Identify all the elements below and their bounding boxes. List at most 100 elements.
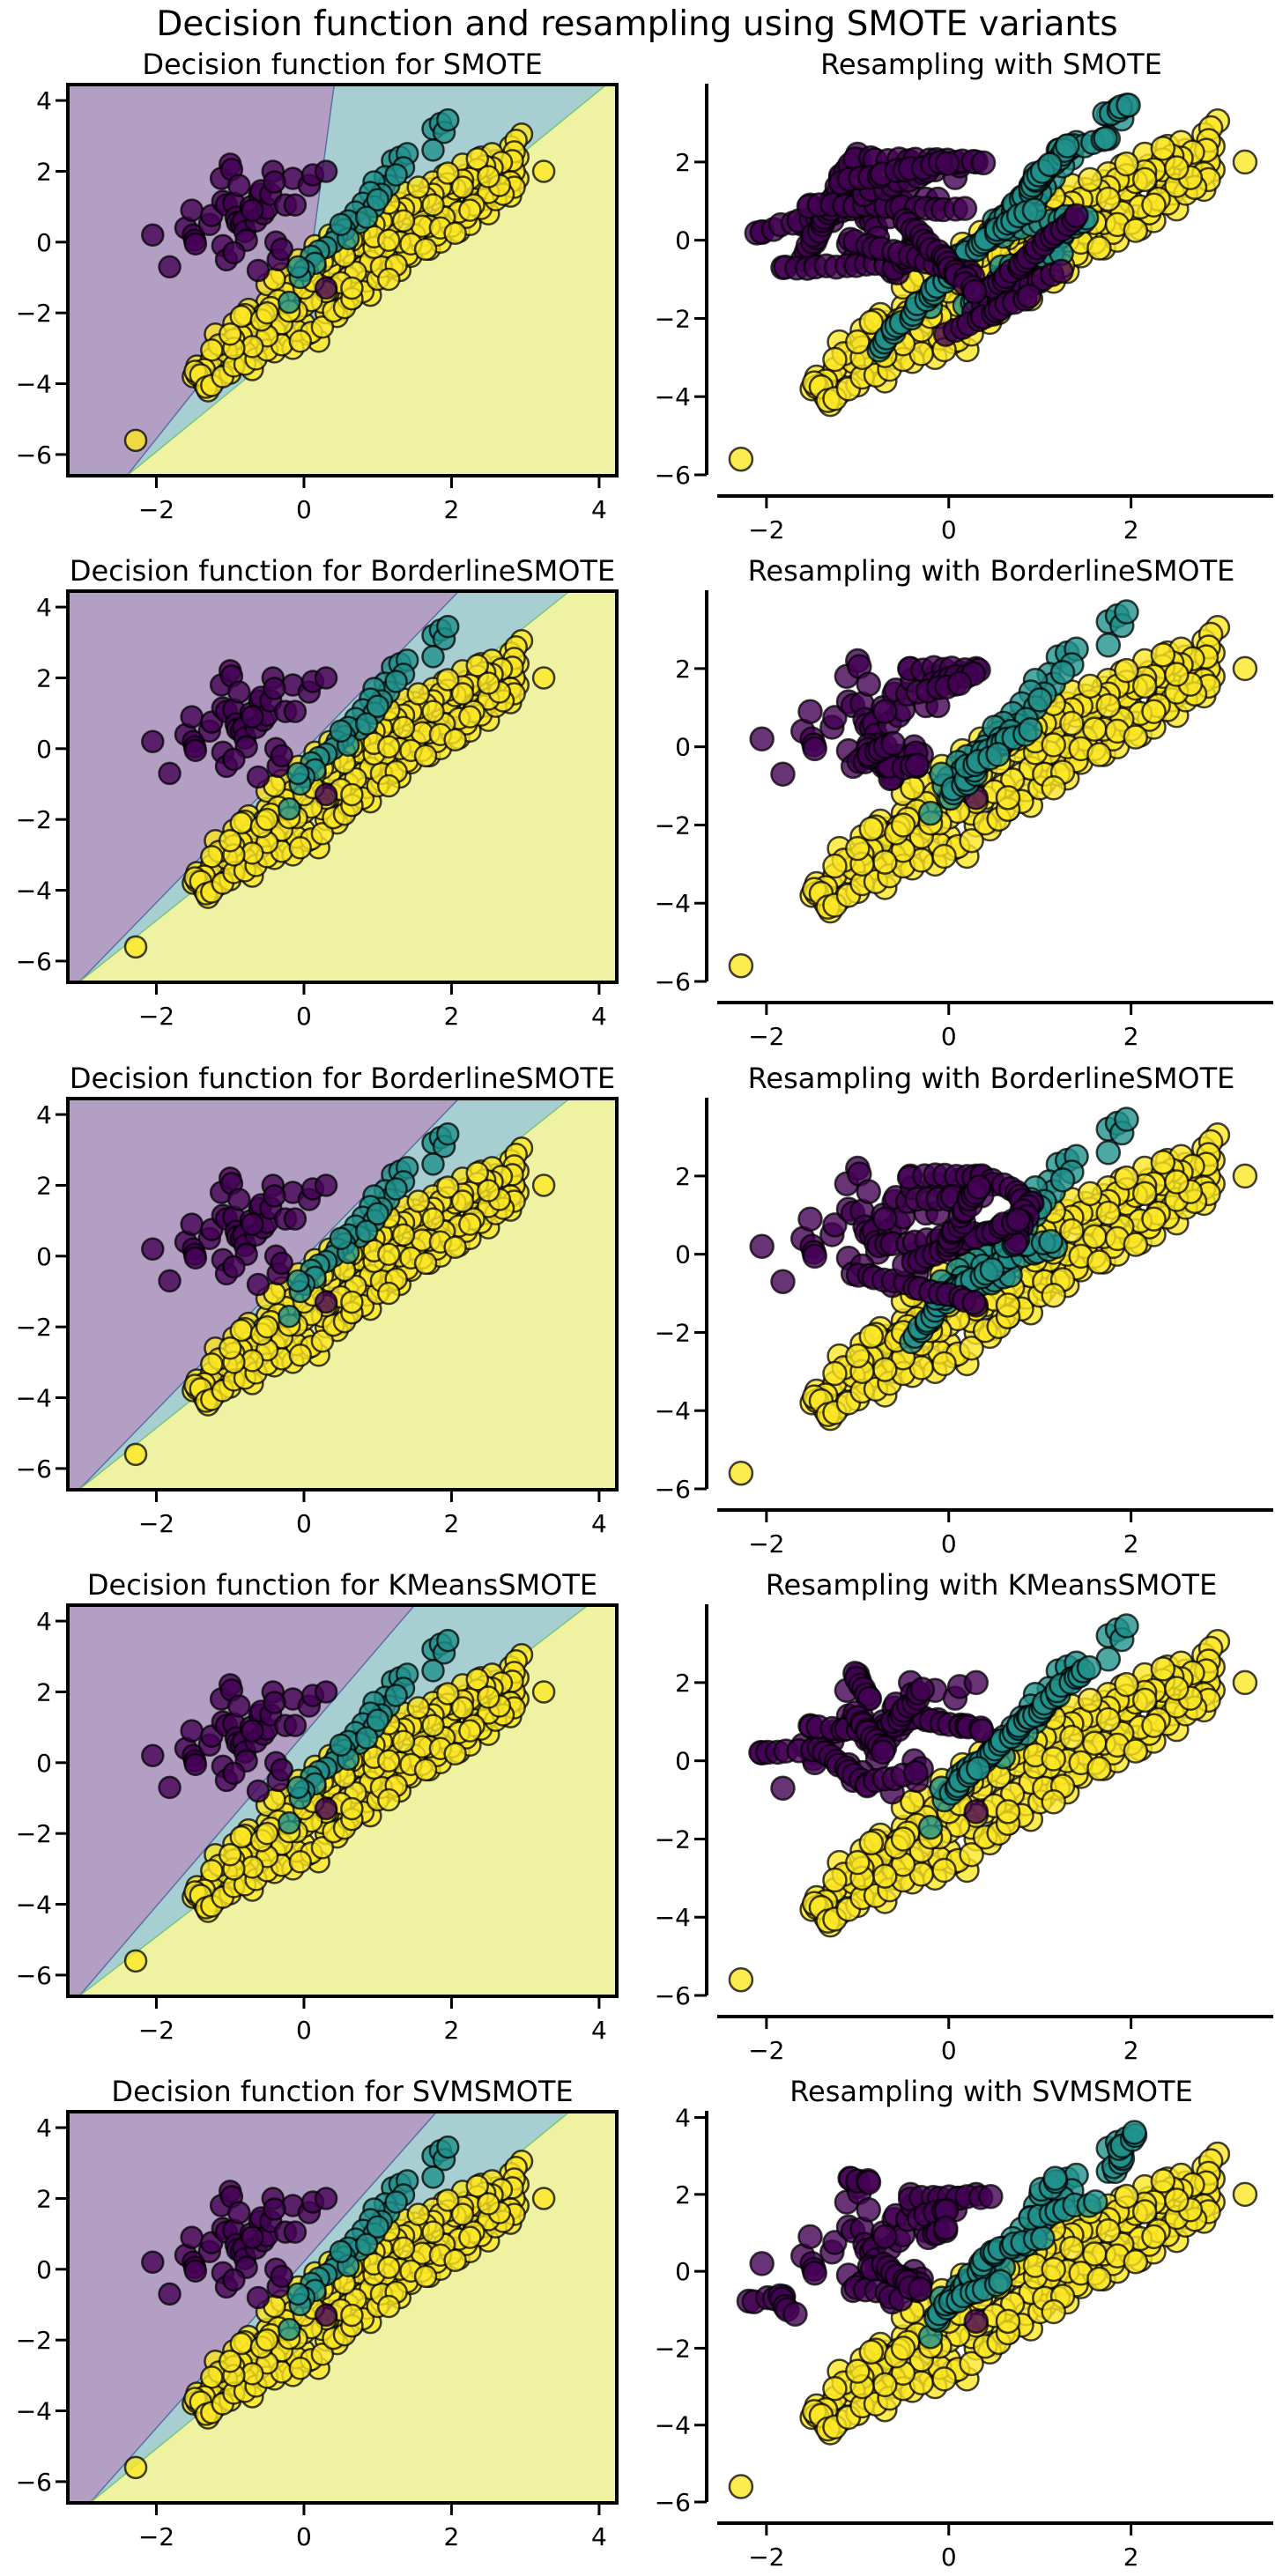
point-class0	[180, 198, 204, 222]
y-tick-label: −2	[655, 2334, 691, 2363]
y-tick-label: −6	[655, 1475, 691, 1504]
point-class2	[465, 1161, 489, 1185]
point-class2	[288, 836, 313, 860]
point-class1	[354, 1726, 379, 1750]
y-tick-label: −4	[655, 382, 691, 411]
point-class1	[354, 1219, 379, 1243]
point-class0	[227, 1694, 251, 1718]
point-class2	[931, 1857, 957, 1884]
point-class2	[872, 2372, 898, 2398]
y-tick-label: −6	[655, 2488, 691, 2517]
point-class2	[406, 1696, 430, 1720]
point-class2	[123, 2455, 148, 2480]
y-tick-label: 2	[675, 1669, 691, 1698]
point-class2	[872, 1357, 898, 1382]
point-class0	[246, 1779, 271, 1803]
point-class2	[413, 744, 438, 768]
y-tick-label: −6	[16, 2468, 52, 2497]
point-class2	[413, 1251, 438, 1276]
point-class0	[270, 2264, 294, 2289]
point-class2	[531, 1680, 556, 1704]
point-class2	[421, 1714, 445, 1737]
subplot-6: Resampling with BorderlineSMOTE −2 0 2 2 0 −2 −…	[655, 1062, 1273, 1558]
x-tick-label: 0	[296, 1509, 312, 1538]
point-class2	[377, 1281, 401, 1306]
point-class1	[329, 1733, 353, 1757]
subplot-8: Resampling with KMeansSMOTE −2 0 2 2 0 −2 −4 −6	[655, 1568, 1273, 2065]
point-class0	[314, 2187, 338, 2210]
synthetic-point-class1	[1076, 1654, 1102, 1681]
point-class2	[1041, 775, 1066, 801]
x-tick-label: 0	[941, 1022, 957, 1051]
point-class0	[141, 1743, 165, 1768]
point-class1	[366, 2215, 389, 2239]
point-class2	[255, 2328, 279, 2352]
point-class2	[1150, 136, 1176, 161]
point-class2	[1041, 2256, 1066, 2283]
point-class1	[277, 1304, 301, 1329]
point-class0	[314, 1290, 338, 1314]
point-class2	[435, 668, 460, 692]
point-class0	[770, 1269, 796, 1294]
point-class0	[283, 1207, 308, 1231]
subplot-title: Resampling with SMOTE	[820, 48, 1162, 81]
y-tick-label: 2	[36, 1677, 52, 1706]
synthetic-point-class0	[908, 2276, 933, 2302]
y-tick-label: −4	[655, 1396, 691, 1425]
point-class2	[1131, 1181, 1158, 1207]
point-class2	[1086, 742, 1112, 767]
point-class1	[384, 1684, 408, 1707]
synthetic-point-class1	[979, 1257, 1005, 1283]
y-tick-label: 4	[675, 2104, 691, 2133]
subplot-title: Resampling with SVMSMOTE	[789, 2075, 1193, 2108]
point-class1	[286, 255, 310, 279]
point-class1	[384, 163, 408, 187]
synthetic-point-class0	[946, 670, 973, 697]
synthetic-point-class1	[1093, 125, 1118, 152]
synthetic-point-class0	[952, 196, 978, 221]
point-class2	[377, 1242, 401, 1267]
point-class0	[270, 237, 294, 262]
point-class0	[314, 1680, 338, 1704]
point-class1	[366, 1202, 389, 1225]
point-class1	[435, 107, 460, 132]
synthetic-point-class0	[782, 2301, 808, 2328]
point-class2	[890, 812, 916, 838]
point-class2	[435, 1175, 460, 1199]
point-class2	[728, 952, 754, 979]
point-class0	[822, 1212, 848, 1238]
point-class1	[384, 2190, 408, 2214]
axes-frame	[66, 1603, 619, 1998]
plot-area	[68, 2112, 617, 2503]
point-class1	[286, 1775, 310, 1800]
point-class0	[241, 2225, 264, 2249]
point-class2	[391, 1223, 416, 1247]
point-class2	[377, 2294, 401, 2319]
y-tick-label: 4	[36, 1100, 52, 1129]
point-class2	[450, 1189, 475, 1213]
plot-area	[68, 1099, 617, 1490]
x-tick-label: 4	[591, 2016, 607, 2045]
x-tick-label: −2	[138, 2522, 174, 2551]
synthetic-point-class0	[1064, 203, 1089, 228]
point-class2	[406, 1189, 430, 1213]
point-class1	[354, 205, 379, 229]
point-class0	[183, 232, 208, 256]
point-class2	[450, 682, 475, 706]
point-class2	[1059, 710, 1085, 737]
y-tick-label: −2	[16, 805, 52, 834]
point-class2	[931, 1351, 957, 1377]
point-class0	[770, 761, 796, 787]
point-class2	[845, 2358, 871, 2384]
point-class2	[1150, 2168, 1176, 2194]
point-class2	[218, 2350, 242, 2373]
point-class2	[845, 1849, 871, 1876]
point-class2	[377, 1749, 401, 1773]
y-tick-label: −4	[16, 2397, 52, 2426]
point-class2	[123, 1442, 148, 1467]
point-class0	[183, 1752, 208, 1777]
point-class0	[141, 729, 165, 754]
point-class0	[797, 699, 823, 724]
y-tick-label: −6	[655, 1981, 691, 2010]
